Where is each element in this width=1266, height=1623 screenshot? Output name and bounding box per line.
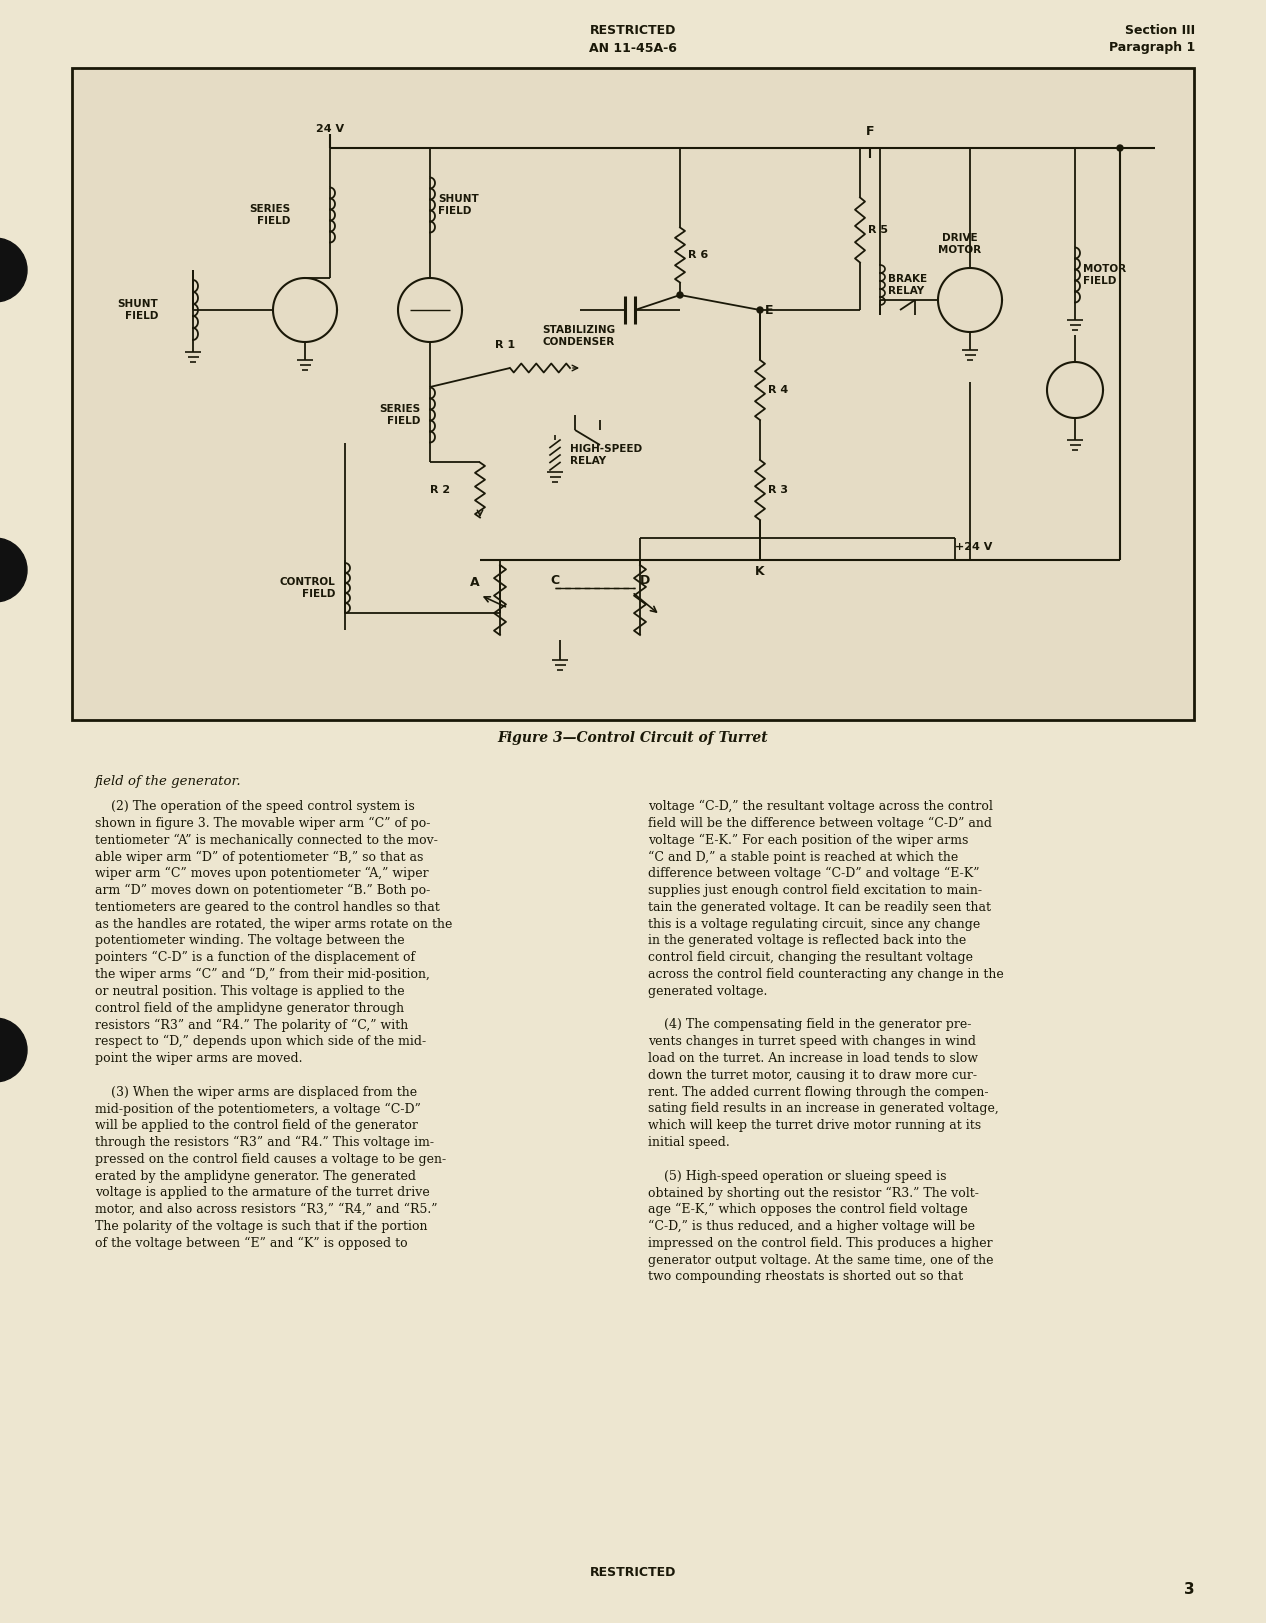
Text: impressed on the control field. This produces a higher: impressed on the control field. This pro… [648, 1237, 993, 1250]
Text: SERIES
FIELD: SERIES FIELD [379, 404, 420, 425]
Circle shape [757, 307, 763, 313]
Text: C: C [551, 573, 560, 586]
Text: SHUNT
FIELD: SHUNT FIELD [438, 195, 479, 216]
Text: Figure 3—Control Circuit of Turret: Figure 3—Control Circuit of Turret [498, 730, 768, 745]
Text: F: F [866, 125, 875, 138]
Text: control field of the amplidyne generator through: control field of the amplidyne generator… [95, 1001, 404, 1014]
Text: motor, and also across resistors “R3,” “R4,” and “R5.”: motor, and also across resistors “R3,” “… [95, 1203, 438, 1216]
Text: MOTOR
FIELD: MOTOR FIELD [1082, 265, 1127, 286]
Bar [72, 68, 1194, 721]
Text: K: K [756, 565, 765, 578]
Text: (3) When the wiper arms are displaced from the: (3) When the wiper arms are displaced fr… [95, 1086, 417, 1099]
Circle shape [0, 537, 27, 602]
Text: field of the generator.: field of the generator. [95, 776, 242, 789]
Text: STABILIZING
CONDENSER: STABILIZING CONDENSER [542, 325, 615, 347]
Text: A: A [470, 576, 480, 589]
Text: control field circuit, changing the resultant voltage: control field circuit, changing the resu… [648, 951, 974, 964]
Text: Section III: Section III [1125, 23, 1195, 36]
Text: (4) The compensating field in the generator pre-: (4) The compensating field in the genera… [648, 1018, 971, 1031]
Text: wiper arm “C” moves upon potentiometer “A,” wiper: wiper arm “C” moves upon potentiometer “… [95, 867, 429, 880]
Text: field will be the difference between voltage “C-D” and: field will be the difference between vol… [648, 816, 993, 829]
Text: obtained by shorting out the resistor “R3.” The volt-: obtained by shorting out the resistor “R… [648, 1186, 979, 1199]
Text: (2) The operation of the speed control system is: (2) The operation of the speed control s… [95, 800, 415, 813]
Text: erated by the amplidyne generator. The generated: erated by the amplidyne generator. The g… [95, 1170, 417, 1183]
Text: RESTRICTED: RESTRICTED [590, 1566, 676, 1579]
Text: as the handles are rotated, the wiper arms rotate on the: as the handles are rotated, the wiper ar… [95, 917, 452, 930]
Text: of the voltage between “E” and “K” is opposed to: of the voltage between “E” and “K” is op… [95, 1237, 408, 1250]
Text: R 6: R 6 [687, 250, 708, 260]
Text: 3: 3 [1185, 1582, 1195, 1597]
Text: shown in figure 3. The movable wiper arm “C” of po-: shown in figure 3. The movable wiper arm… [95, 816, 430, 829]
Text: voltage is applied to the armature of the turret drive: voltage is applied to the armature of th… [95, 1186, 429, 1199]
Text: R 3: R 3 [768, 485, 787, 495]
Text: R 5: R 5 [868, 226, 887, 235]
Text: SERIES
FIELD: SERIES FIELD [249, 204, 290, 226]
Text: R 4: R 4 [768, 385, 789, 394]
Text: HIGH-SPEED
RELAY: HIGH-SPEED RELAY [570, 445, 642, 466]
Text: or neutral position. This voltage is applied to the: or neutral position. This voltage is app… [95, 985, 405, 998]
Text: AN 11-45A-6: AN 11-45A-6 [589, 42, 677, 55]
Text: pressed on the control field causes a voltage to be gen-: pressed on the control field causes a vo… [95, 1152, 446, 1165]
Text: arm “D” moves down on potentiometer “B.” Both po-: arm “D” moves down on potentiometer “B.”… [95, 885, 430, 898]
Text: resistors “R3” and “R4.” The polarity of “C,” with: resistors “R3” and “R4.” The polarity of… [95, 1018, 408, 1032]
Text: able wiper arm “D” of potentiometer “B,” so that as: able wiper arm “D” of potentiometer “B,”… [95, 850, 423, 863]
Text: mid-position of the potentiometers, a voltage “C-D”: mid-position of the potentiometers, a vo… [95, 1102, 420, 1115]
Text: RESTRICTED: RESTRICTED [590, 23, 676, 36]
Circle shape [1117, 144, 1123, 151]
Text: age “E-K,” which opposes the control field voltage: age “E-K,” which opposes the control fie… [648, 1203, 967, 1216]
Text: sating field results in an increase in generated voltage,: sating field results in an increase in g… [648, 1102, 999, 1115]
Text: DRIVE
MOTOR: DRIVE MOTOR [938, 234, 981, 255]
Text: CONTROL
FIELD: CONTROL FIELD [280, 578, 335, 599]
Text: potentiometer winding. The voltage between the: potentiometer winding. The voltage betwe… [95, 935, 405, 948]
Text: will be applied to the control field of the generator: will be applied to the control field of … [95, 1120, 418, 1133]
Text: in the generated voltage is reflected back into the: in the generated voltage is reflected ba… [648, 935, 966, 948]
Text: D: D [639, 573, 651, 586]
Text: point the wiper arms are moved.: point the wiper arms are moved. [95, 1052, 303, 1065]
Text: generated voltage.: generated voltage. [648, 985, 767, 998]
Text: rent. The added current flowing through the compen-: rent. The added current flowing through … [648, 1086, 989, 1099]
Text: tentiometer “A” is mechanically connected to the mov-: tentiometer “A” is mechanically connecte… [95, 834, 438, 847]
Text: two compounding rheostats is shorted out so that: two compounding rheostats is shorted out… [648, 1271, 963, 1284]
Text: SHUNT
FIELD: SHUNT FIELD [118, 299, 158, 321]
Text: this is a voltage regulating circuit, since any change: this is a voltage regulating circuit, si… [648, 917, 980, 930]
Text: across the control field counteracting any change in the: across the control field counteracting a… [648, 967, 1004, 980]
Circle shape [0, 1018, 27, 1083]
Text: the wiper arms “C” and “D,” from their mid-position,: the wiper arms “C” and “D,” from their m… [95, 967, 430, 982]
Text: respect to “D,” depends upon which side of the mid-: respect to “D,” depends upon which side … [95, 1035, 427, 1048]
Text: supplies just enough control field excitation to main-: supplies just enough control field excit… [648, 885, 982, 898]
Text: through the resistors “R3” and “R4.” This voltage im-: through the resistors “R3” and “R4.” Thi… [95, 1136, 434, 1149]
Text: generator output voltage. At the same time, one of the: generator output voltage. At the same ti… [648, 1253, 994, 1266]
Text: voltage “C-D,” the resultant voltage across the control: voltage “C-D,” the resultant voltage acr… [648, 800, 993, 813]
Text: vents changes in turret speed with changes in wind: vents changes in turret speed with chang… [648, 1035, 976, 1048]
Text: tentiometers are geared to the control handles so that: tentiometers are geared to the control h… [95, 901, 439, 914]
Text: R 2: R 2 [430, 485, 449, 495]
Text: E: E [765, 304, 774, 316]
Text: “C-D,” is thus reduced, and a higher voltage will be: “C-D,” is thus reduced, and a higher vol… [648, 1220, 975, 1233]
Text: load on the turret. An increase in load tends to slow: load on the turret. An increase in load … [648, 1052, 979, 1065]
Circle shape [677, 292, 682, 299]
Text: BRAKE
RELAY: BRAKE RELAY [887, 274, 927, 295]
Text: The polarity of the voltage is such that if the portion: The polarity of the voltage is such that… [95, 1220, 428, 1233]
Text: Paragraph 1: Paragraph 1 [1109, 42, 1195, 55]
Text: tain the generated voltage. It can be readily seen that: tain the generated voltage. It can be re… [648, 901, 991, 914]
Text: +24 V: +24 V [955, 542, 993, 552]
Text: pointers “C-D” is a function of the displacement of: pointers “C-D” is a function of the disp… [95, 951, 415, 964]
Text: initial speed.: initial speed. [648, 1136, 729, 1149]
Circle shape [0, 239, 27, 302]
Text: down the turret motor, causing it to draw more cur-: down the turret motor, causing it to dra… [648, 1070, 977, 1083]
Text: 24 V: 24 V [316, 123, 344, 135]
Text: “C and D,” a stable point is reached at which the: “C and D,” a stable point is reached at … [648, 850, 958, 863]
Text: (5) High-speed operation or slueing speed is: (5) High-speed operation or slueing spee… [648, 1170, 947, 1183]
Text: difference between voltage “C-D” and voltage “E-K”: difference between voltage “C-D” and vol… [648, 867, 980, 880]
Text: R 1: R 1 [495, 339, 515, 351]
Text: which will keep the turret drive motor running at its: which will keep the turret drive motor r… [648, 1120, 981, 1133]
Text: voltage “E-K.” For each position of the wiper arms: voltage “E-K.” For each position of the … [648, 834, 968, 847]
